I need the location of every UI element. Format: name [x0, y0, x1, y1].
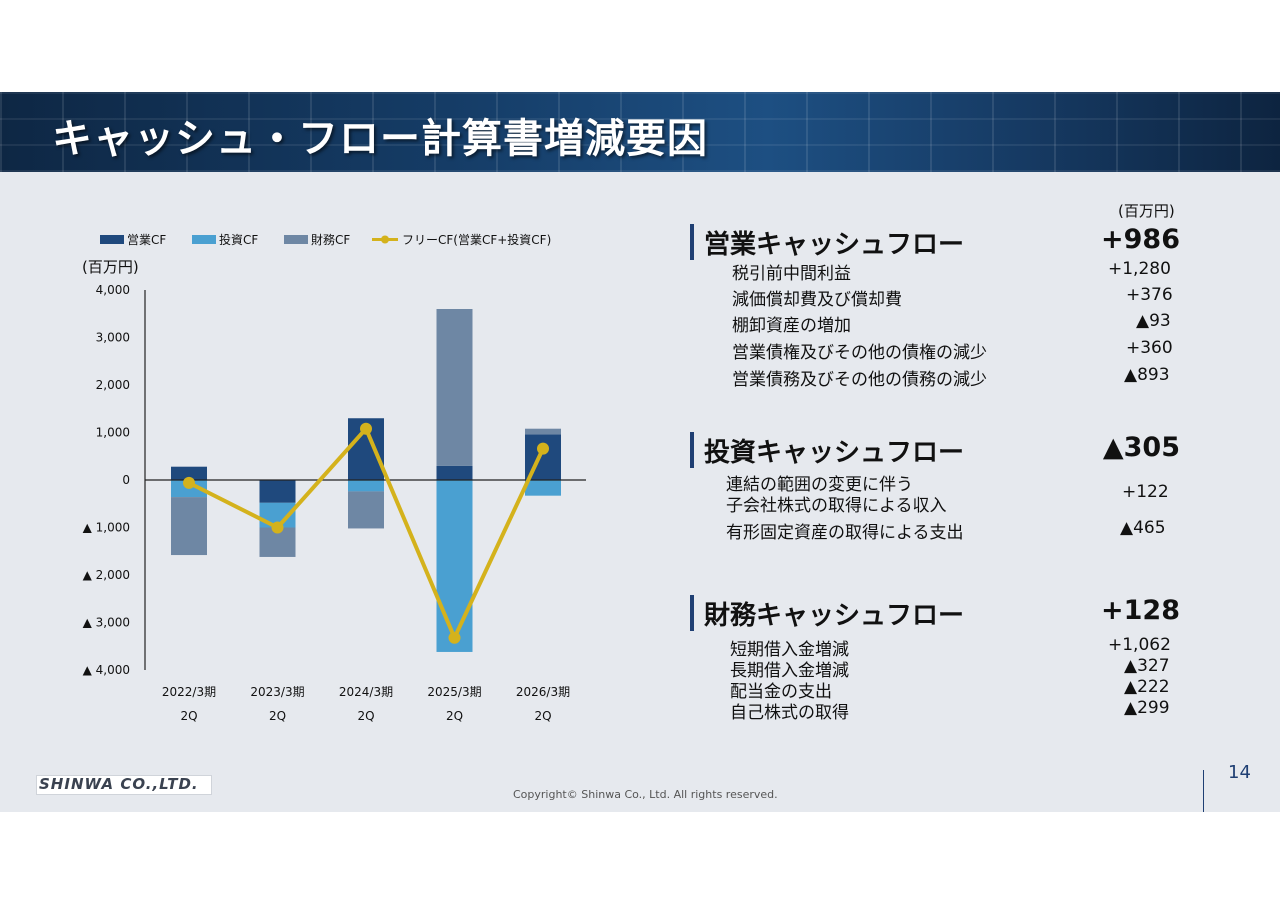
- company-logo: SHINWA CO.,LTD.: [36, 775, 212, 795]
- legend-marker: [381, 235, 389, 244]
- item-label: 配当金の支出: [730, 682, 832, 702]
- x-tick-label: 2026/3期: [516, 685, 570, 699]
- x-tick-label: 2025/3期: [427, 685, 481, 699]
- legend-label: 投資CF: [219, 232, 258, 247]
- point: [183, 476, 195, 489]
- y-tick-label: 4,000: [96, 283, 130, 297]
- x-tick-label: 2Q: [357, 709, 374, 723]
- title-banner: キャッシュ・フロー計算書増減要因: [0, 92, 1280, 172]
- item-value: ▲327: [1124, 656, 1170, 676]
- y-tick-label: ▲ 3,000: [83, 616, 130, 630]
- item-label: 有形固定資産の取得による支出: [726, 523, 964, 543]
- y-tick-label: ▲ 4,000: [83, 663, 130, 677]
- item-value: +122: [1122, 482, 1169, 502]
- x-tick-label: 2Q: [534, 709, 551, 723]
- bar: [436, 465, 473, 480]
- financing-cf-total: +128: [1101, 595, 1180, 626]
- item-label: 長期借入金増減: [730, 661, 849, 681]
- section-marker: [690, 432, 694, 468]
- legend-label: 営業CF: [127, 233, 166, 247]
- item-value: +1,062: [1108, 635, 1171, 655]
- item-label: 短期借入金増減: [730, 640, 849, 660]
- list-item: 税引前中間利益: [732, 259, 851, 284]
- bar: [436, 309, 473, 466]
- legend-swatch: [284, 235, 308, 244]
- point: [360, 422, 372, 435]
- legend-swatch: [100, 235, 124, 244]
- x-tick-label: 2Q: [180, 709, 197, 723]
- legend-swatch: [192, 235, 216, 244]
- item-label: 営業債権及びその他の債権の減少: [732, 343, 987, 363]
- section-marker: [690, 595, 694, 631]
- bar: [348, 480, 384, 492]
- page-divider: [1203, 770, 1204, 812]
- x-tick-label: 2Q: [446, 709, 463, 723]
- y-tick-label: ▲ 1,000: [83, 521, 130, 535]
- page-title: キャッシュ・フロー計算書増減要因: [52, 116, 708, 162]
- list-item: 棚卸資産の増加: [732, 311, 851, 336]
- logo-text: SHINWA CO.,LTD.: [39, 775, 199, 793]
- y-unit-label: (百万円): [82, 258, 139, 276]
- item-value: +1,280: [1108, 259, 1171, 279]
- banner-pattern: [0, 92, 1280, 172]
- y-tick-label: 0: [122, 473, 130, 487]
- point: [537, 442, 549, 455]
- item-label: 自己株式の取得: [730, 703, 849, 723]
- bar: [525, 480, 561, 496]
- investing-cf-section: 投資キャッシュフロー ▲305: [690, 432, 1180, 472]
- point: [271, 521, 284, 534]
- operating-cf-section: 営業キャッシュフロー +986: [690, 224, 1180, 264]
- breakdown-unit: (百万円): [1118, 202, 1175, 220]
- bar: [171, 497, 207, 556]
- cashflow-chart: 営業CF 投資CF 財務CF フリーCF(営業CF+投資CF) (百万円) 4,000 3,…: [82, 232, 586, 723]
- y-tick-label: 2,000: [96, 378, 130, 392]
- item-label: 営業債務及びその他の債務の減少: [732, 370, 987, 390]
- financing-cf-title: 財務キャッシュフロー: [704, 601, 965, 631]
- operating-cf-total: +986: [1101, 224, 1180, 255]
- section-marker: [690, 224, 694, 260]
- slide: キャッシュ・フロー計算書増減要因 営業CF 投資CF 財務CF フリーCF(営業CF+…: [0, 92, 1280, 812]
- item-value: ▲222: [1124, 677, 1170, 697]
- x-tick-label: 2024/3期: [339, 685, 393, 699]
- bar: [171, 466, 207, 480]
- x-tick-label: 2022/3期: [162, 685, 216, 699]
- page-number: 14: [1228, 762, 1251, 783]
- item-value: +376: [1126, 285, 1173, 305]
- item-value: +360: [1126, 338, 1173, 358]
- list-item: 営業債務及びその他の債務の減少: [732, 365, 987, 390]
- y-tick-label: ▲ 2,000: [83, 568, 130, 582]
- item-label: 税引前中間利益: [732, 264, 851, 284]
- bar: [259, 480, 296, 503]
- item-value: ▲465: [1120, 518, 1166, 538]
- y-tick-label: 1,000: [96, 426, 130, 440]
- bar: [525, 428, 561, 435]
- y-tick-label: 3,000: [96, 331, 130, 345]
- item-value: ▲299: [1124, 698, 1170, 718]
- item-label: 棚卸資産の増加: [732, 316, 851, 336]
- x-tick-label: 2Q: [269, 709, 286, 723]
- item-label: 減価償却費及び償却費: [732, 290, 902, 310]
- x-tick-label: 2023/3期: [250, 685, 304, 699]
- item-label: 子会社株式の取得による収入: [726, 496, 947, 516]
- item-label: 連結の範囲の変更に伴う: [726, 475, 913, 495]
- investing-cf-total: ▲305: [1102, 432, 1180, 463]
- financing-cf-section: 財務キャッシュフロー +128: [690, 595, 1180, 635]
- operating-cf-title: 営業キャッシュフロー: [704, 230, 965, 260]
- bar: [348, 491, 384, 529]
- point: [448, 631, 461, 644]
- copyright: Copyright© Shinwa Co., Ltd. All rights r…: [513, 788, 778, 801]
- investing-cf-title: 投資キャッシュフロー: [704, 438, 965, 468]
- list-item: 営業債権及びその他の債権の減少: [732, 338, 987, 363]
- list-item: 減価償却費及び償却費: [732, 285, 902, 310]
- item-value: ▲893: [1124, 365, 1170, 385]
- legend-label: フリーCF(営業CF+投資CF): [402, 232, 551, 247]
- legend-label: 財務CF: [311, 232, 350, 247]
- item-value: ▲93: [1136, 311, 1171, 331]
- bar: [436, 480, 473, 652]
